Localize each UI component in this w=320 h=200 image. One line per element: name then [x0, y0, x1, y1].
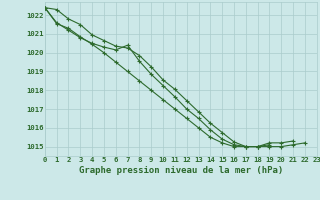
X-axis label: Graphe pression niveau de la mer (hPa): Graphe pression niveau de la mer (hPa): [79, 166, 283, 175]
